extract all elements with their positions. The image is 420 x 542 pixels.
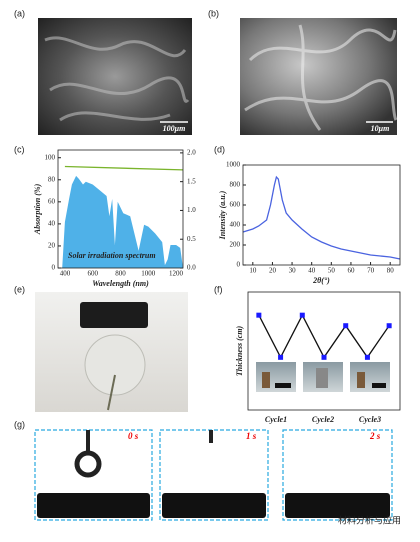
x-tick-label: 30 bbox=[289, 267, 297, 275]
x-tick-label: 1000 bbox=[141, 270, 156, 278]
y2-tick-label: 0.0 bbox=[187, 264, 196, 272]
annotation: Cycle3 bbox=[359, 415, 381, 424]
panel-label: (g) bbox=[14, 419, 25, 429]
x-axis-label: 2θ(°) bbox=[312, 276, 330, 285]
y-tick-label: 200 bbox=[230, 241, 241, 249]
panel-label: (d) bbox=[214, 144, 225, 154]
time-label: 1 s bbox=[246, 431, 257, 441]
y-tick-label: 600 bbox=[230, 201, 241, 209]
y-tick-label: 100 bbox=[45, 153, 56, 161]
annotation: Cycle2 bbox=[312, 415, 334, 424]
x-tick-label: 10 bbox=[249, 267, 257, 275]
texture bbox=[44, 36, 190, 122]
marker bbox=[256, 312, 262, 318]
y2-tick-label: 2.0 bbox=[187, 148, 196, 156]
time-label: 0 s bbox=[128, 431, 139, 441]
weight bbox=[316, 368, 328, 388]
scale-label: 100μm bbox=[163, 124, 186, 133]
weight bbox=[262, 372, 270, 388]
y-tick-label: 0 bbox=[237, 261, 241, 269]
x-tick-label: 400 bbox=[60, 270, 71, 278]
annotation: Solar irradiation spectrum bbox=[68, 251, 156, 260]
x-tick-label: 1200 bbox=[169, 270, 184, 278]
marker bbox=[364, 354, 370, 360]
frames bbox=[34, 429, 393, 521]
panel-label: (f) bbox=[214, 284, 223, 294]
time-label: 2 s bbox=[369, 431, 381, 441]
marker bbox=[299, 312, 305, 318]
y-tick-label: 40 bbox=[48, 219, 56, 227]
y2-tick-label: 0.5 bbox=[187, 235, 196, 243]
plot-frame bbox=[242, 164, 401, 266]
droplet bbox=[74, 450, 102, 478]
x-tick-label: 20 bbox=[269, 267, 277, 275]
x-axis-label: Wavelength (nm) bbox=[92, 279, 149, 288]
panel-label: (e) bbox=[14, 284, 25, 294]
x-tick-label: 600 bbox=[87, 270, 98, 278]
marker bbox=[386, 323, 392, 329]
sem-image bbox=[240, 18, 397, 135]
needle bbox=[209, 430, 213, 443]
panel-label: (b) bbox=[208, 8, 219, 18]
weight bbox=[357, 372, 365, 388]
y-axis-label: Absorption (%) bbox=[33, 183, 42, 235]
aerogel bbox=[80, 302, 148, 328]
plot-frame bbox=[57, 149, 184, 269]
marker bbox=[321, 354, 327, 360]
marker bbox=[343, 323, 349, 329]
y-axis-label: Thickness (cm) bbox=[235, 325, 244, 376]
panel-label: (c) bbox=[14, 144, 25, 154]
substrate bbox=[37, 493, 150, 518]
y-tick-label: 0 bbox=[52, 264, 56, 272]
stem bbox=[107, 374, 116, 411]
x-tick-label: 60 bbox=[347, 267, 355, 275]
sample bbox=[372, 383, 386, 388]
panel-label: (a) bbox=[14, 8, 25, 18]
x-tick-label: 800 bbox=[115, 270, 126, 278]
y-tick-label: 1000 bbox=[226, 161, 241, 169]
line bbox=[64, 165, 184, 171]
y-axis-label: Intensity (a.u.) bbox=[218, 190, 227, 240]
substrate bbox=[162, 493, 266, 518]
substrate bbox=[285, 493, 390, 518]
texture bbox=[244, 24, 398, 131]
x-tick-label: 70 bbox=[367, 267, 375, 275]
plot-frame bbox=[247, 291, 401, 411]
x-tick-label: 40 bbox=[308, 267, 316, 275]
y2-tick-label: 1.0 bbox=[187, 206, 196, 214]
y-tick-label: 80 bbox=[48, 175, 56, 183]
sample bbox=[275, 383, 291, 388]
line bbox=[242, 175, 401, 260]
needle bbox=[86, 430, 90, 452]
dandelion bbox=[84, 334, 146, 396]
watermark: 材料分析与应用 bbox=[338, 514, 401, 525]
scale-label: 10μm bbox=[371, 124, 390, 133]
y-tick-label: 20 bbox=[48, 242, 56, 250]
area bbox=[62, 175, 184, 268]
y-tick-label: 400 bbox=[230, 221, 241, 229]
x-tick-label: 50 bbox=[328, 267, 336, 275]
y-tick-label: 800 bbox=[230, 181, 241, 189]
line bbox=[258, 313, 390, 359]
y-tick-label: 60 bbox=[48, 197, 56, 205]
y2-tick-label: 1.5 bbox=[187, 177, 196, 185]
x-tick-label: 80 bbox=[387, 267, 395, 275]
annotation: Cycle1 bbox=[265, 415, 287, 424]
marker bbox=[278, 354, 284, 360]
